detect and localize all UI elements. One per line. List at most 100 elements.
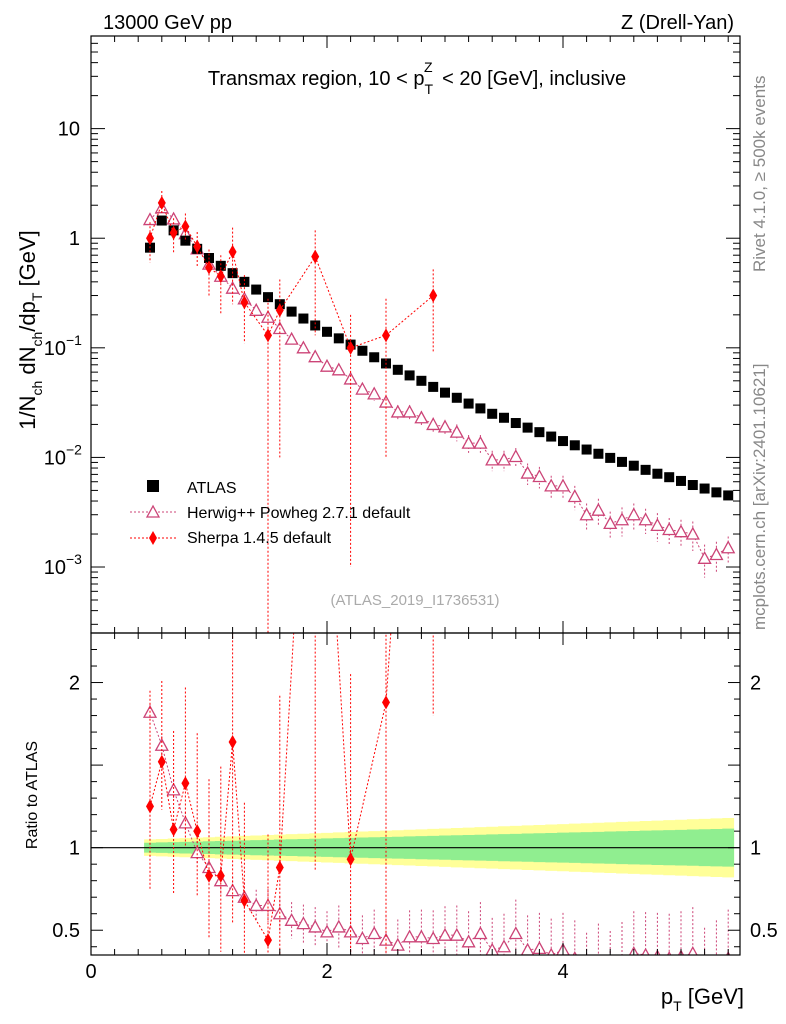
atlas-point <box>652 468 663 479</box>
atlas-point <box>711 487 722 498</box>
herwig-ratio-point <box>496 939 512 953</box>
herwig-point <box>544 478 559 492</box>
sherpa-point <box>311 249 320 264</box>
atlas-point <box>416 375 427 386</box>
atlas-point <box>180 235 191 246</box>
herwig-point <box>508 449 523 463</box>
herwig-point <box>308 349 323 363</box>
herwig-ratio-point <box>296 916 311 930</box>
herwig-point <box>378 394 394 408</box>
sherpa-point <box>240 295 249 310</box>
x-tick-label: 0 <box>85 961 96 983</box>
header-left: 13000 GeV pp <box>103 12 232 34</box>
atlas-point <box>357 345 368 356</box>
herwig-ratio-point <box>604 966 616 977</box>
sherpa-point <box>169 225 178 240</box>
x-tick-label: 4 <box>557 961 568 983</box>
herwig-point <box>567 489 582 503</box>
herwig-point <box>520 465 535 479</box>
ratio-panel-data <box>91 633 740 980</box>
atlas-point <box>499 412 509 423</box>
legend-label-atlas: ATLAS <box>187 480 237 497</box>
atlas-point <box>534 427 545 438</box>
herwig-ratio-point <box>331 919 346 933</box>
atlas-point <box>522 422 533 433</box>
atlas-point <box>298 313 309 324</box>
herwig-ratio-point <box>355 931 370 945</box>
herwig-ratio-point <box>178 815 193 829</box>
herwig-point <box>591 502 606 516</box>
atlas-point <box>156 215 167 226</box>
sherpa-ratio-point <box>216 868 225 883</box>
top-panel-data <box>142 190 736 633</box>
herwig-point <box>284 331 299 345</box>
legend-marker-herwig <box>145 504 161 518</box>
herwig-ratio-point <box>699 969 711 980</box>
herwig-point <box>473 435 488 449</box>
herwig-point <box>579 507 594 521</box>
sherpa-ratio-point <box>382 695 390 710</box>
herwig-ratio-point <box>508 926 523 940</box>
atlas-point <box>404 370 415 381</box>
herwig-point <box>673 524 689 538</box>
herwig-ratio-point <box>249 898 264 912</box>
atlas-point <box>428 381 439 392</box>
herwig-ratio-point <box>154 737 169 751</box>
herwig-ratio-point <box>367 926 382 940</box>
atlas-point <box>676 475 686 486</box>
sherpa-point <box>346 340 355 355</box>
plot-title: Transmax region, 10 < pTZ < 20 [GeV], in… <box>208 59 626 97</box>
legend-label-herwig: Herwig++ Powheg 2.7.1 default <box>187 505 411 522</box>
herwig-ratio-point <box>260 898 276 912</box>
x-axis-label: pT [GeV] <box>661 984 744 1014</box>
legend-marker-sherpa <box>149 531 157 545</box>
herwig-ratio-point <box>581 966 593 977</box>
herwig-point <box>532 469 547 483</box>
herwig-ratio-point <box>402 929 417 943</box>
atlas-point <box>392 364 403 375</box>
herwig-point <box>343 371 358 385</box>
ratio-axes: 0 2 4 2 2 1 1 0.5 0.5 <box>52 633 778 983</box>
atlas-point <box>463 398 474 409</box>
herwig-point <box>496 452 512 466</box>
herwig-point <box>721 540 736 554</box>
herwig-point <box>449 424 464 438</box>
ratio-y-label: Ratio to ATLAS <box>24 741 41 849</box>
sherpa-ratio-point <box>193 824 202 839</box>
herwig-ratio-point <box>437 927 453 941</box>
sherpa-point <box>146 231 154 246</box>
herwig-ratio-point <box>390 937 405 951</box>
ratio-tick-label-left: 1 <box>69 838 80 860</box>
y-tick-exponent: −1 <box>66 332 82 348</box>
sherpa-point <box>216 269 225 284</box>
atlas-point <box>546 431 557 442</box>
atlas-point <box>687 480 698 491</box>
herwig-point <box>319 358 335 372</box>
herwig-ratio-point <box>710 962 722 973</box>
atlas-point <box>487 408 498 419</box>
herwig-point <box>555 478 571 492</box>
herwig-point <box>626 507 641 521</box>
herwig-point <box>414 410 429 424</box>
atlas-point <box>475 403 486 414</box>
sherpa-ratio-point <box>240 893 249 908</box>
herwig-point <box>437 419 453 433</box>
sherpa-point <box>228 244 237 259</box>
sherpa-ratio-point <box>169 822 178 837</box>
herwig-ratio-point <box>687 945 698 955</box>
sherpa-point <box>264 328 272 343</box>
herwig-ratio-point <box>616 957 628 968</box>
y-axis-label: 1/Nch dNch/dpT [GeV] <box>15 230 45 430</box>
herwig-ratio-point <box>461 934 476 948</box>
analysis-tag: (ATLAS_2019_I1736531) <box>330 592 499 609</box>
ratio-tick-label-right: 0.5 <box>750 920 778 942</box>
sherpa-point <box>181 219 190 234</box>
sherpa-point <box>429 288 438 303</box>
ratio-tick-label-left: 2 <box>69 673 80 695</box>
atlas-point <box>333 333 344 344</box>
y-tick-label: 10 <box>58 119 80 141</box>
atlas-point <box>510 418 521 429</box>
atlas-point <box>593 448 604 459</box>
y-tick-label: 1 <box>69 228 80 250</box>
herwig-point <box>650 517 665 531</box>
